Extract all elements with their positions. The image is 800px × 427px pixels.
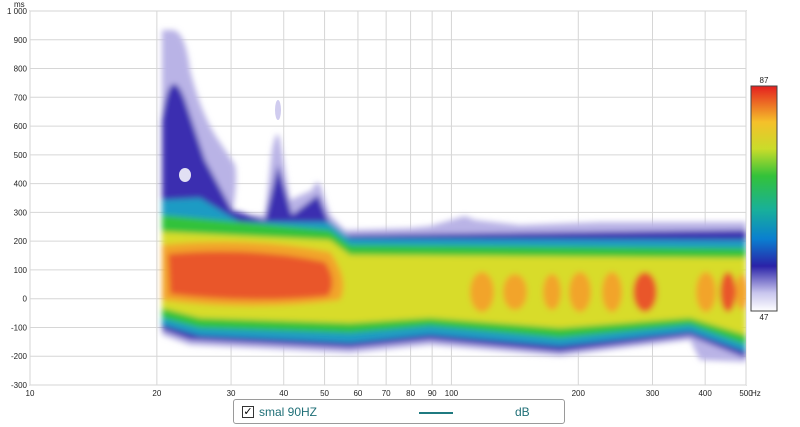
y-tick-label: 900 [14, 36, 28, 45]
y-tick-label: -100 [11, 323, 28, 332]
y-tick-label: 400 [14, 180, 28, 189]
series-name: smal 90HZ [259, 405, 318, 419]
x-tick-label: 40 [279, 389, 288, 398]
y-tick-label: -300 [11, 381, 28, 390]
x-unit-label: Hz [751, 389, 761, 398]
y-tick-label: 800 [14, 65, 28, 74]
y-tick-label: 500 [14, 151, 28, 160]
x-axis-ticks: 10 20 30 40 50 60 70 80 90 100 200 300 400 500 [26, 389, 754, 398]
x-tick-label: 90 [428, 389, 437, 398]
y-tick-label: -200 [11, 352, 28, 361]
x-tick-label: 50 [320, 389, 329, 398]
x-tick-label: 70 [382, 389, 391, 398]
y-unit-label: ms [14, 0, 25, 9]
x-tick-label: 10 [26, 389, 35, 398]
x-tick-label: 400 [698, 389, 712, 398]
x-tick-label: 200 [572, 389, 586, 398]
x-tick-label: 500 [739, 389, 753, 398]
series-line-swatch [419, 412, 453, 414]
y-tick-label: 600 [14, 122, 28, 131]
y-tick-label: 300 [14, 208, 28, 217]
x-tick-label: 300 [646, 389, 660, 398]
x-tick-label: 30 [227, 389, 236, 398]
heatmap-field [162, 30, 746, 362]
y-axis-ticks: -300 -200 -100 0 100 200 300 400 500 600 700 800 900… [7, 7, 28, 390]
x-tick-label: 100 [445, 389, 459, 398]
y-tick-label: 100 [14, 266, 28, 275]
x-tick-label: 80 [406, 389, 415, 398]
y-tick-label: 1 000 [7, 7, 28, 16]
series-checkbox[interactable]: ✓ [242, 406, 254, 418]
y-tick-label: 700 [14, 93, 28, 102]
series-unit: dB [515, 405, 530, 419]
x-tick-label: 20 [152, 389, 161, 398]
y-tick-label: 200 [14, 237, 28, 246]
x-tick-label: 60 [353, 389, 362, 398]
legend: ✓ smal 90HZ dB [233, 399, 565, 424]
colorbar-max-label: 87 [760, 76, 769, 85]
colorbar [750, 85, 778, 312]
colorbar-min-label: 47 [760, 313, 769, 322]
y-tick-label: 0 [23, 295, 28, 304]
